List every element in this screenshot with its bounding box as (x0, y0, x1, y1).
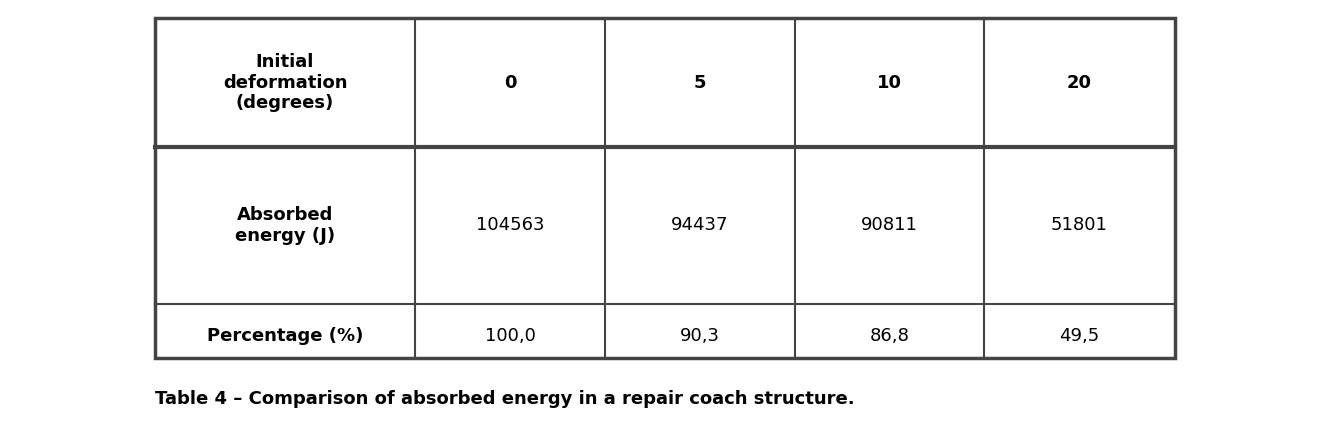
Text: Table 4 – Comparison of absorbed energy in a repair coach structure.: Table 4 – Comparison of absorbed energy … (155, 390, 855, 408)
Text: Percentage (%): Percentage (%) (207, 327, 363, 345)
Text: Absorbed
energy (J): Absorbed energy (J) (235, 206, 335, 245)
Text: 0: 0 (504, 74, 516, 92)
Text: Initial
deformation
(degrees): Initial deformation (degrees) (223, 53, 347, 112)
Text: 86,8: 86,8 (869, 327, 909, 345)
Text: 90,3: 90,3 (679, 327, 720, 345)
Text: 10: 10 (877, 74, 902, 92)
Text: 94437: 94437 (671, 217, 728, 234)
Text: 5: 5 (694, 74, 706, 92)
Text: 20: 20 (1067, 74, 1091, 92)
Text: 100,0: 100,0 (485, 327, 536, 345)
Text: 90811: 90811 (861, 217, 918, 234)
Bar (155, 18, 1175, 358)
Text: 51801: 51801 (1051, 217, 1107, 234)
Text: 49,5: 49,5 (1059, 327, 1099, 345)
Text: 104563: 104563 (476, 217, 544, 234)
